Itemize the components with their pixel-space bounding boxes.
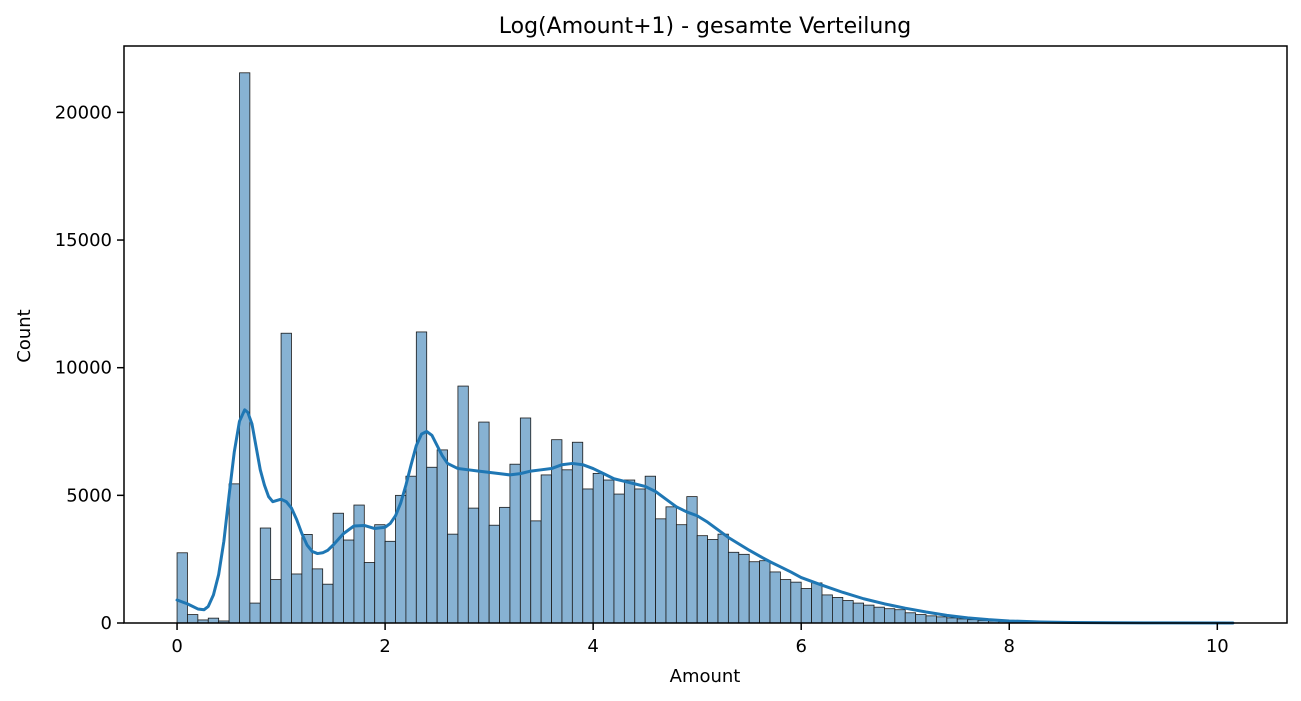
histogram-bar (769, 571, 781, 624)
histogram-bar (332, 512, 344, 624)
histogram-bar (384, 540, 396, 624)
histogram-bar (613, 493, 625, 624)
kde-line (175, 408, 1235, 625)
histogram-bar (696, 535, 708, 624)
histogram-bar (280, 332, 292, 624)
histogram-bar (873, 606, 885, 624)
histogram-bar (946, 617, 958, 624)
histogram-bar (353, 504, 365, 624)
histogram-bar (592, 472, 604, 624)
x-axis-label: Amount (670, 666, 741, 687)
histogram-bar (665, 506, 677, 624)
kde-curve-group (175, 408, 1235, 625)
histogram-bar (779, 579, 792, 624)
histogram-bar (832, 597, 844, 624)
x-tick-label: 8 (1004, 636, 1015, 657)
histogram-bar (259, 527, 272, 624)
histogram-bar (540, 474, 552, 624)
histogram-bar (415, 331, 428, 624)
histogram-bar (759, 560, 771, 624)
histogram-bar (904, 612, 917, 624)
histogram-bar (405, 475, 417, 624)
axes-frame (123, 45, 1288, 624)
y-tick-label: 20000 (55, 102, 112, 123)
histogram-bar (374, 524, 386, 624)
histogram-bar (738, 553, 750, 624)
histogram-bar (863, 604, 875, 624)
histogram-bar (603, 479, 615, 624)
histogram-bar (311, 568, 324, 624)
histogram-bar (478, 421, 490, 624)
y-axis-ticks: 0 5000 10000 15000 20000 (55, 102, 124, 634)
histogram-bar (800, 588, 813, 624)
histogram-bar (655, 518, 667, 624)
histogram-bar (291, 573, 303, 624)
histogram-bar (571, 441, 584, 624)
histogram-bar (748, 561, 760, 624)
histogram-bar (727, 551, 740, 624)
y-tick-label: 15000 (55, 230, 112, 251)
histogram-bar (644, 475, 656, 624)
histogram-bar (457, 385, 469, 624)
histogram-bar (176, 552, 188, 624)
histogram-bar (322, 583, 334, 624)
histogram-bar (717, 533, 729, 624)
histogram-bar (270, 579, 282, 624)
histogram-bar (499, 506, 511, 624)
histogram-bar (915, 614, 927, 624)
histogram-bar (239, 72, 251, 624)
histogram-bar (821, 594, 833, 624)
x-tick-label: 6 (795, 636, 806, 657)
histogram-bar (561, 469, 573, 624)
histogram-bar (187, 614, 199, 624)
histogram-bar (936, 616, 948, 624)
y-tick-label: 5000 (66, 485, 112, 506)
histogram-bar (228, 483, 240, 624)
x-tick-label: 0 (171, 636, 182, 657)
x-tick-label: 10 (1206, 636, 1229, 657)
histogram-bar (509, 463, 521, 624)
x-tick-label: 4 (587, 636, 598, 657)
histogram-bar (707, 539, 719, 624)
histogram-bar (811, 582, 823, 624)
histogram-bar (623, 479, 636, 624)
histogram-bar (343, 539, 355, 624)
histogram-bar (582, 488, 594, 624)
histogram-bar (790, 581, 802, 624)
histogram-bar (467, 507, 480, 624)
histogram-bar (852, 602, 865, 624)
histogram-bar (894, 609, 906, 624)
histogram-bar (842, 600, 854, 624)
histogram-bar (925, 615, 937, 624)
y-tick-label: 10000 (55, 358, 112, 379)
histogram-bar (675, 524, 688, 624)
histogram-bar (530, 520, 542, 624)
x-axis-ticks: 0 2 4 6 8 10 (171, 623, 1229, 657)
y-tick-label: 0 (101, 613, 112, 634)
histogram-bar (884, 608, 896, 624)
y-axis-label: Count (14, 309, 35, 362)
histogram-bar (447, 533, 459, 624)
histogram-bar (436, 449, 448, 624)
histogram-bar (488, 524, 500, 624)
histogram-bar (634, 488, 646, 624)
chart-title: Log(Amount+1) - gesamte Verteilung (499, 14, 911, 39)
histogram-bar (363, 562, 376, 624)
histogram-bar (426, 466, 438, 624)
histogram-bar (249, 602, 261, 624)
x-tick-label: 2 (379, 636, 390, 657)
histogram-bar (519, 417, 532, 624)
